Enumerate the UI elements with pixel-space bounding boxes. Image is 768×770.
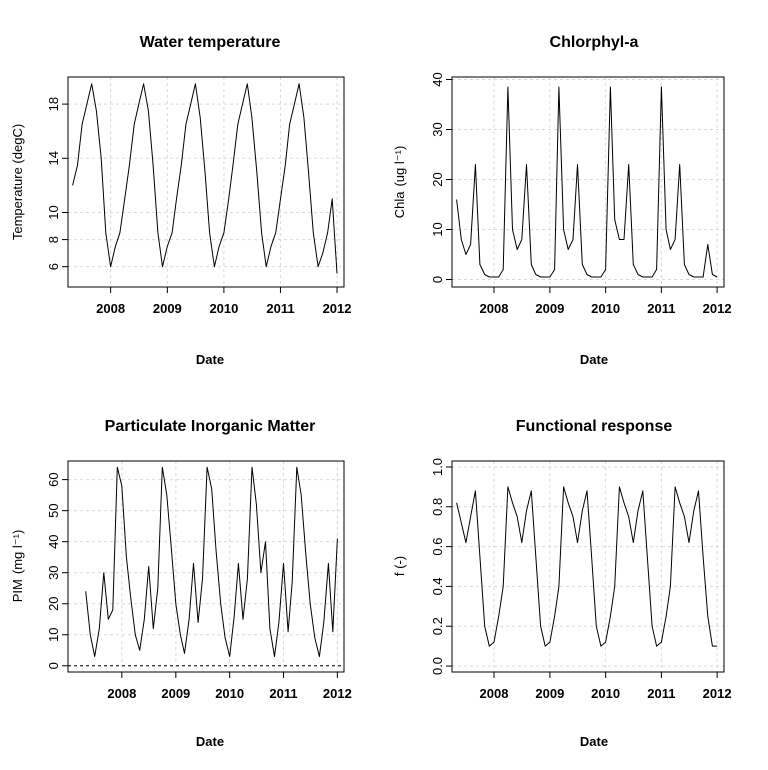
x-tick-label: 2010 [591,686,620,701]
x-axis-label: Date [196,352,224,367]
panel-functional-response: Functional response Date f (-) 2008 2009 2… [392,418,732,749]
series-line [72,83,338,274]
y-tick-label: 10 [46,205,61,219]
x-tick-label: 2011 [266,301,294,316]
y-tick-label: 40 [46,534,61,548]
y-tick-label: 0.0 [430,657,445,675]
y-axis-label: PIM (mg l⁻¹) [10,530,25,603]
x-tick-label: 2009 [535,686,564,701]
x-tick-label: 2011 [269,686,297,701]
y-tick-label: 18 [46,97,61,111]
y-tick-label: 0.6 [430,538,445,556]
series-line [456,486,718,647]
y-tick-label: 0 [46,662,61,669]
x-tick-label: 2012 [323,686,352,701]
y-tick-label: 10 [46,628,61,642]
y-tick-label: 0 [430,276,445,283]
panel-particulate-inorganic-matter: Particulate Inorganic Matter Date PIM (mg… [10,418,352,749]
y-tick-label: 30 [46,565,61,579]
x-tick-label: 2009 [535,301,564,316]
plot-frame [451,460,725,673]
series-line [85,466,338,657]
x-tick-label: 2008 [107,686,136,701]
y-tick-label: 20 [46,596,61,610]
y-tick-label: 0.2 [430,617,445,635]
plot-frame [67,76,345,288]
y-axis-label-name: PIM [10,579,25,602]
chart-title: Particulate Inorganic Matter [105,418,316,435]
y-tick-label: 60 [46,472,61,486]
panel-water-temperature: Water temperature Date Temperature (degC… [10,34,351,367]
y-axis-label-unit: (mg l⁻¹) [10,530,25,574]
x-tick-label: 2009 [161,686,190,701]
series-line [456,86,718,278]
x-tick-label: 2012 [703,686,732,701]
y-tick-label: 20 [430,172,445,186]
x-tick-label: 2008 [96,301,125,316]
y-tick-label: 0.8 [430,498,445,516]
y-tick-label: 8 [46,236,61,243]
x-tick-label: 2010 [215,686,244,701]
chart-title: Functional response [516,418,673,435]
plot-frame [451,76,725,288]
x-axis-label: Date [196,734,224,749]
x-tick-label: 2008 [480,686,509,701]
y-axis-label-name: Chla [392,191,407,219]
x-tick-label: 2010 [591,301,620,316]
y-tick-label: 40 [430,72,445,86]
y-tick-label: 0.4 [430,577,445,595]
x-tick-label: 2010 [209,301,238,316]
chart-title: Chlorphyl-a [550,34,639,51]
y-tick-label: 50 [46,503,61,517]
y-axis-label-unit: (ug l⁻¹) [392,146,407,187]
x-tick-label: 2012 [323,301,352,316]
y-tick-label: 10 [430,222,445,236]
x-axis-label: Date [580,734,608,749]
y-tick-label: 6 [46,263,61,270]
chart-title: Water temperature [140,34,281,51]
x-axis-label: Date [580,352,608,367]
x-tick-label: 2009 [153,301,182,316]
x-tick-label: 2012 [703,301,732,316]
panel-chlorophyl-a: Chlorphyl-a Date Chla (ug l⁻¹) 2008 2009 20… [392,34,732,367]
y-tick-label: 1.0 [430,458,445,476]
y-axis-label: Temperature (degC) [10,124,25,240]
y-axis-label: f (-) [392,556,407,576]
y-tick-label: 14 [46,151,61,165]
x-tick-label: 2011 [647,301,675,316]
plot-frame [67,460,345,673]
x-tick-label: 2011 [647,686,675,701]
y-axis-label: Chla (ug l⁻¹) [392,146,407,219]
y-tick-label: 30 [430,122,445,136]
x-tick-label: 2008 [480,301,509,316]
